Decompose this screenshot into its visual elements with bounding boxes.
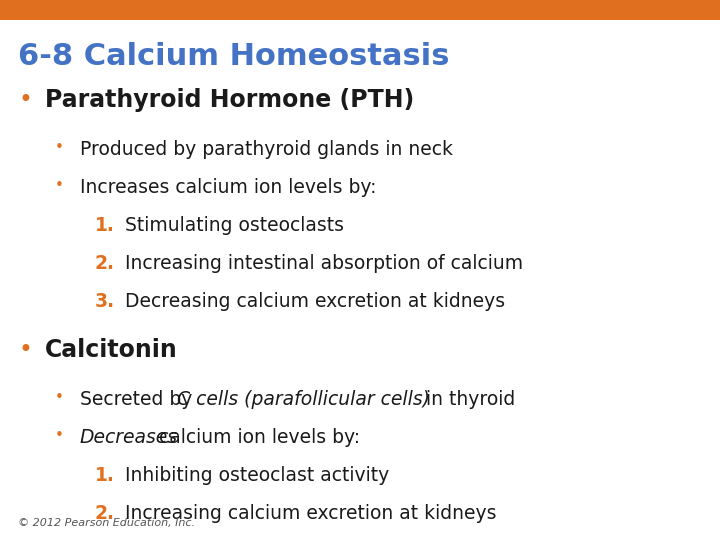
Text: •: • xyxy=(55,390,64,405)
Text: Stimulating osteoclasts: Stimulating osteoclasts xyxy=(125,216,344,235)
Text: Increasing calcium excretion at kidneys: Increasing calcium excretion at kidneys xyxy=(125,504,497,523)
Text: •: • xyxy=(55,428,64,443)
Text: Parathyroid Hormone (PTH): Parathyroid Hormone (PTH) xyxy=(45,88,414,112)
Text: in thyroid: in thyroid xyxy=(420,390,516,409)
Text: Produced by parathyroid glands in neck: Produced by parathyroid glands in neck xyxy=(80,140,453,159)
Text: 6-8 Calcium Homeostasis: 6-8 Calcium Homeostasis xyxy=(18,42,449,71)
Text: 3.: 3. xyxy=(95,292,115,311)
Text: 1.: 1. xyxy=(95,466,115,485)
Bar xyxy=(0,0,720,20)
Text: 1.: 1. xyxy=(95,216,115,235)
Text: Increasing intestinal absorption of calcium: Increasing intestinal absorption of calc… xyxy=(125,254,523,273)
Text: 2.: 2. xyxy=(95,504,115,523)
Text: •: • xyxy=(18,88,32,112)
Text: C cells (parafollicular cells): C cells (parafollicular cells) xyxy=(177,390,431,409)
Text: •: • xyxy=(55,178,64,193)
Text: •: • xyxy=(55,140,64,155)
Text: 2.: 2. xyxy=(95,254,115,273)
Text: Calcitonin: Calcitonin xyxy=(45,338,178,362)
Text: Decreasing calcium excretion at kidneys: Decreasing calcium excretion at kidneys xyxy=(125,292,505,311)
Text: calcium ion levels by:: calcium ion levels by: xyxy=(153,428,360,447)
Text: © 2012 Pearson Education, Inc.: © 2012 Pearson Education, Inc. xyxy=(18,518,195,528)
Text: Secreted by: Secreted by xyxy=(80,390,199,409)
Text: •: • xyxy=(18,338,32,362)
Text: Decreases: Decreases xyxy=(80,428,178,447)
Text: Increases calcium ion levels by:: Increases calcium ion levels by: xyxy=(80,178,377,197)
Text: Inhibiting osteoclast activity: Inhibiting osteoclast activity xyxy=(125,466,390,485)
